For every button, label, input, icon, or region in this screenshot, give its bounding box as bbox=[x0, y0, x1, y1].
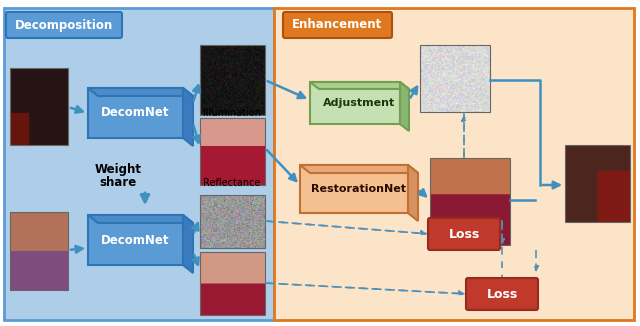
Text: share: share bbox=[99, 175, 136, 188]
Bar bbox=[4, 8, 274, 320]
Bar bbox=[10, 68, 68, 145]
Bar bbox=[430, 158, 510, 245]
Text: Decomposition: Decomposition bbox=[15, 19, 113, 32]
Text: Loss: Loss bbox=[486, 288, 518, 301]
Text: Reflectance: Reflectance bbox=[204, 178, 260, 188]
Text: Weight: Weight bbox=[95, 164, 141, 176]
FancyBboxPatch shape bbox=[6, 12, 122, 38]
FancyBboxPatch shape bbox=[466, 278, 538, 310]
Polygon shape bbox=[300, 165, 418, 173]
Bar bbox=[200, 252, 265, 315]
Text: Enhancement: Enhancement bbox=[292, 19, 382, 32]
Text: Loss: Loss bbox=[449, 228, 479, 241]
Bar bbox=[274, 8, 634, 320]
Bar bbox=[200, 195, 265, 248]
Polygon shape bbox=[183, 215, 193, 273]
Polygon shape bbox=[400, 82, 409, 131]
Polygon shape bbox=[408, 165, 418, 221]
Bar bbox=[200, 45, 265, 115]
Text: RestorationNet: RestorationNet bbox=[312, 184, 406, 194]
FancyBboxPatch shape bbox=[428, 218, 500, 250]
Bar bbox=[565, 145, 630, 222]
Text: Adjustment: Adjustment bbox=[323, 98, 395, 108]
Polygon shape bbox=[310, 82, 409, 89]
FancyBboxPatch shape bbox=[283, 12, 392, 38]
Polygon shape bbox=[88, 215, 183, 265]
Polygon shape bbox=[88, 88, 193, 96]
Polygon shape bbox=[88, 215, 193, 223]
Bar bbox=[200, 118, 265, 185]
Bar bbox=[10, 212, 68, 290]
Bar bbox=[420, 45, 490, 112]
Text: Illumination: Illumination bbox=[203, 108, 261, 118]
Polygon shape bbox=[88, 88, 183, 138]
Polygon shape bbox=[310, 82, 400, 124]
Text: DecomNet: DecomNet bbox=[100, 107, 169, 120]
Text: DecomNet: DecomNet bbox=[100, 233, 169, 246]
Polygon shape bbox=[300, 165, 408, 213]
Polygon shape bbox=[183, 88, 193, 146]
